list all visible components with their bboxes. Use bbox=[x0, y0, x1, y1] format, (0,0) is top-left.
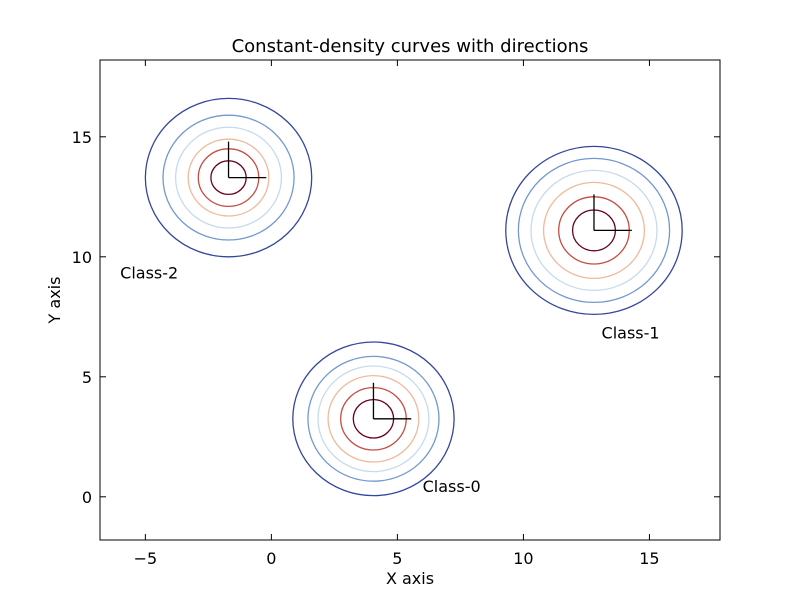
contour-level-6 bbox=[292, 341, 455, 497]
contour-level-4 bbox=[174, 126, 283, 229]
y-tick-label: 5 bbox=[82, 368, 92, 387]
contour-level-3 bbox=[187, 138, 270, 217]
contour-level-5 bbox=[307, 355, 440, 482]
y-axis-label: Y axis bbox=[45, 277, 64, 325]
x-tick-label: 10 bbox=[513, 549, 533, 568]
class-group: Class-2 bbox=[120, 97, 313, 282]
contour-level-6 bbox=[144, 97, 313, 258]
contour-level-6 bbox=[505, 145, 683, 316]
contour-level-4 bbox=[530, 169, 658, 292]
contour-level-4 bbox=[317, 365, 430, 473]
contour-level-5 bbox=[517, 157, 671, 304]
class-group: Class-1 bbox=[505, 145, 683, 342]
x-tick-label: 0 bbox=[266, 549, 276, 568]
x-tick-label: −5 bbox=[134, 549, 158, 568]
contour-level-5 bbox=[162, 114, 295, 241]
x-tick-label: 15 bbox=[639, 549, 659, 568]
class-label: Class-2 bbox=[120, 263, 178, 282]
class-label: Class-0 bbox=[423, 477, 481, 496]
y-tick-label: 0 bbox=[82, 488, 92, 507]
y-tick-label: 10 bbox=[72, 248, 92, 267]
class-label: Class-1 bbox=[602, 323, 660, 342]
plot-frame bbox=[99, 59, 721, 541]
x-tick-label: 5 bbox=[392, 549, 402, 568]
chart-title: Constant-density curves with directions bbox=[232, 36, 589, 57]
plot-content: Class-0 Class-1 Class-2 bbox=[120, 97, 683, 497]
x-axis-label: X axis bbox=[386, 569, 434, 588]
class-group: Class-0 bbox=[292, 341, 481, 497]
contour-level-3 bbox=[542, 181, 646, 280]
contour-level-3 bbox=[327, 374, 420, 463]
y-tick-label: 15 bbox=[72, 128, 92, 147]
axis-ticks: −5 0 5 10 15 0 5 10 15 bbox=[72, 60, 720, 568]
